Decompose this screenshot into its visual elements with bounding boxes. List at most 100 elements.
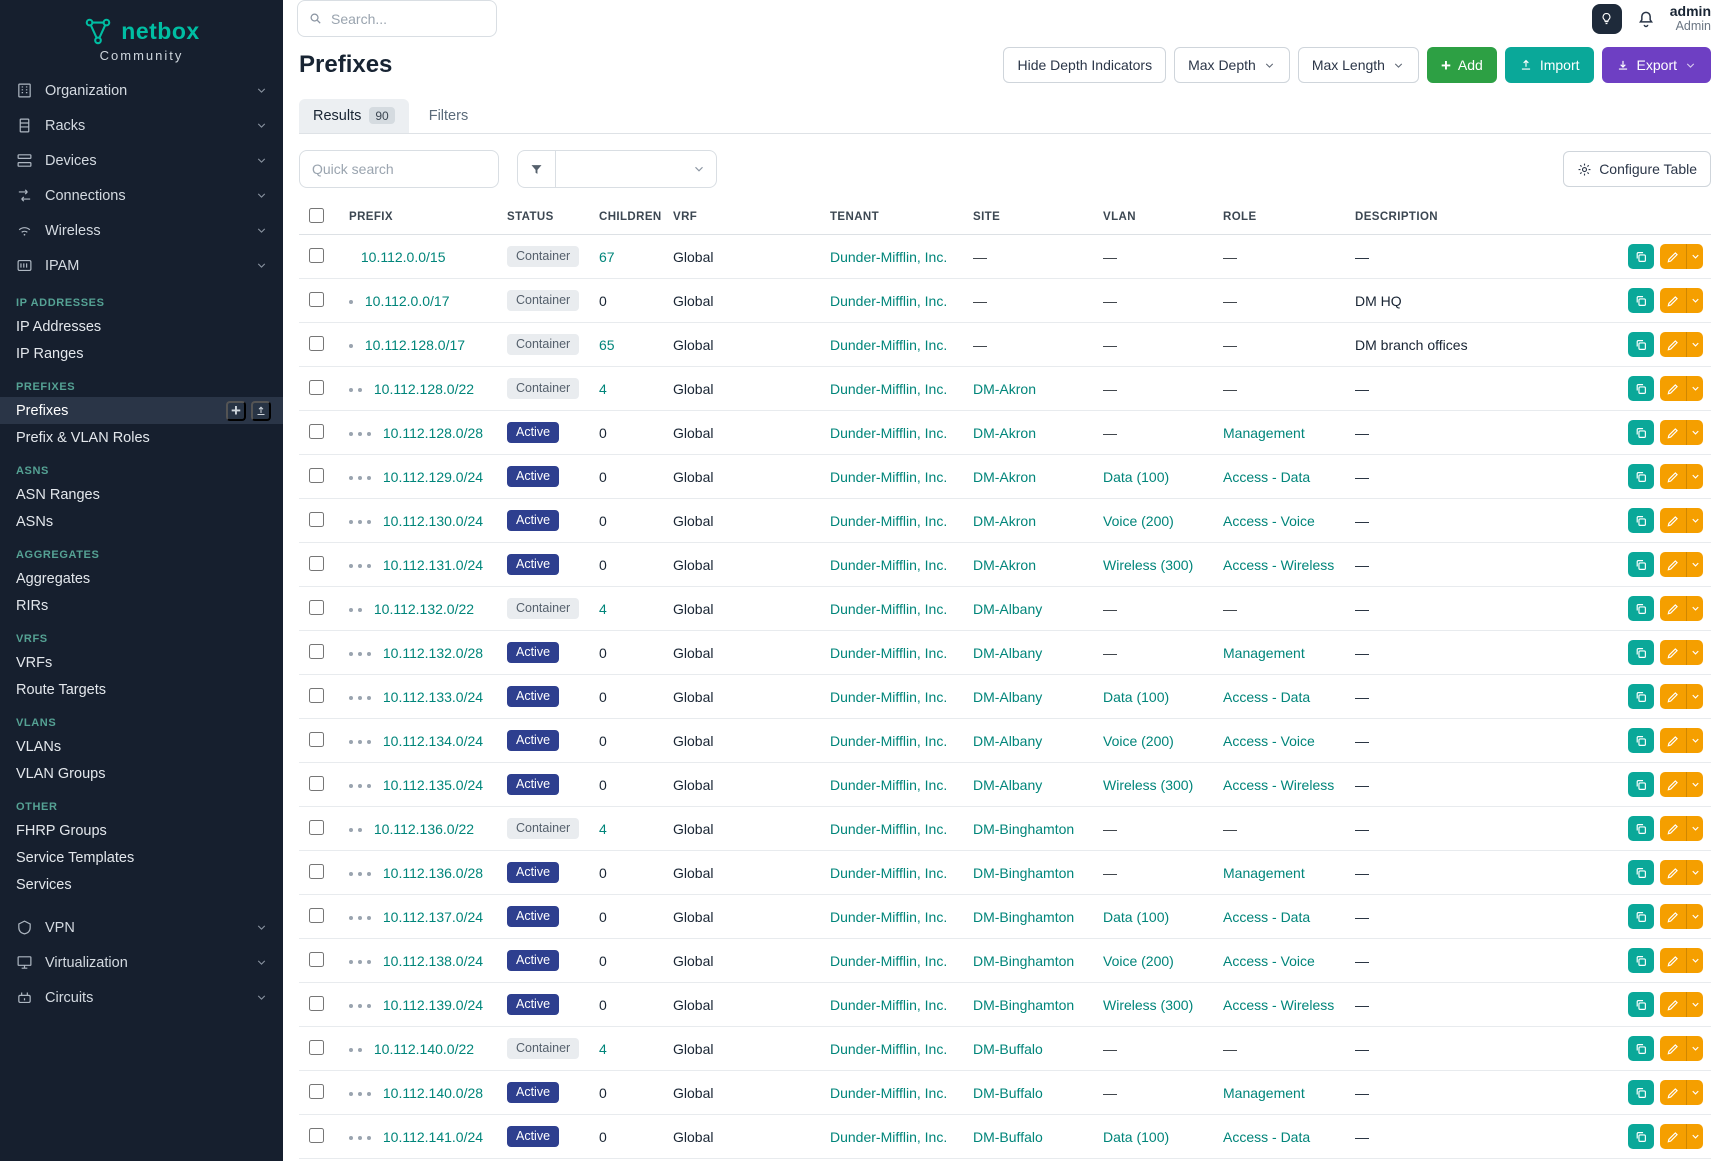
column-header-status[interactable]: Status bbox=[497, 200, 589, 235]
edit-button[interactable] bbox=[1660, 992, 1686, 1017]
role-link[interactable]: Access - Data bbox=[1223, 688, 1311, 705]
user-menu[interactable]: admin Admin bbox=[1670, 3, 1711, 33]
sidebar-item-circuits[interactable]: Circuits bbox=[0, 980, 283, 1015]
tenant-link[interactable]: Dunder-Mifflin, Inc. bbox=[830, 1040, 948, 1057]
tenant-link[interactable]: Dunder-Mifflin, Inc. bbox=[830, 996, 948, 1013]
children-count[interactable]: 4 bbox=[599, 1040, 607, 1057]
site-link[interactable]: DM-Buffalo bbox=[973, 1084, 1043, 1101]
clone-button[interactable] bbox=[1628, 728, 1654, 753]
import-button[interactable]: Import bbox=[1504, 47, 1594, 83]
tenant-link[interactable]: Dunder-Mifflin, Inc. bbox=[830, 600, 948, 617]
hide-depth-indicators-button[interactable]: Hide Depth Indicators bbox=[1003, 47, 1167, 83]
role-link[interactable]: Management bbox=[1223, 864, 1305, 881]
edit-dropdown-button[interactable] bbox=[1686, 772, 1703, 797]
role-link[interactable]: Management bbox=[1223, 424, 1305, 441]
prefix-link[interactable]: 10.112.132.0/28 bbox=[382, 644, 484, 661]
edit-dropdown-button[interactable] bbox=[1686, 728, 1703, 753]
site-link[interactable]: DM-Buffalo bbox=[973, 1128, 1043, 1145]
row-checkbox[interactable] bbox=[309, 907, 324, 923]
sidebar-item-asn-ranges[interactable]: ASN Ranges bbox=[0, 481, 283, 508]
edit-dropdown-button[interactable] bbox=[1686, 684, 1703, 709]
edit-button[interactable] bbox=[1660, 1036, 1686, 1061]
sidebar-item-connections[interactable]: Connections bbox=[0, 178, 283, 213]
children-count[interactable]: 4 bbox=[599, 380, 607, 397]
edit-button[interactable] bbox=[1660, 552, 1686, 577]
sidebar-item-route-targets[interactable]: Route Targets bbox=[0, 676, 283, 703]
sidebar-item-organization[interactable]: Organization bbox=[0, 73, 283, 108]
site-link[interactable]: DM-Albany bbox=[973, 732, 1043, 749]
row-checkbox[interactable] bbox=[309, 1127, 324, 1143]
prefix-link[interactable]: 10.112.140.0/22 bbox=[373, 1040, 475, 1057]
prefixes-quick-add-button[interactable]: + bbox=[226, 400, 246, 421]
row-checkbox[interactable] bbox=[309, 555, 324, 571]
edit-dropdown-button[interactable] bbox=[1686, 1036, 1703, 1061]
clone-button[interactable] bbox=[1628, 464, 1654, 489]
tenant-link[interactable]: Dunder-Mifflin, Inc. bbox=[830, 424, 948, 441]
clone-button[interactable] bbox=[1628, 552, 1654, 577]
prefix-link[interactable]: 10.112.136.0/28 bbox=[382, 864, 484, 881]
tenant-link[interactable]: Dunder-Mifflin, Inc. bbox=[830, 292, 948, 309]
column-header-tenant[interactable]: Tenant bbox=[820, 200, 963, 235]
clone-button[interactable] bbox=[1628, 244, 1654, 269]
max-length-dropdown[interactable]: Max Length bbox=[1297, 47, 1419, 83]
row-checkbox[interactable] bbox=[309, 775, 324, 791]
role-link[interactable]: Access - Data bbox=[1223, 468, 1311, 485]
site-link[interactable]: DM-Albany bbox=[973, 776, 1043, 793]
column-header-role[interactable]: Role bbox=[1213, 200, 1345, 235]
row-checkbox[interactable] bbox=[309, 731, 324, 747]
sidebar-item-ipam[interactable]: IPAM bbox=[0, 248, 283, 283]
prefix-link[interactable]: 10.112.136.0/22 bbox=[373, 820, 475, 837]
sidebar-item-ip-addresses[interactable]: IP Addresses bbox=[0, 313, 283, 340]
sidebar-item-rirs[interactable]: RIRs bbox=[0, 592, 283, 619]
row-checkbox[interactable] bbox=[309, 687, 324, 703]
tenant-link[interactable]: Dunder-Mifflin, Inc. bbox=[830, 776, 948, 793]
column-header-children[interactable]: Children bbox=[589, 200, 663, 235]
row-checkbox[interactable] bbox=[309, 863, 324, 879]
notifications-button[interactable] bbox=[1636, 9, 1656, 29]
vlan-link[interactable]: Voice (200) bbox=[1103, 512, 1174, 529]
edit-button[interactable] bbox=[1660, 508, 1686, 533]
sidebar-item-prefix-vlan-roles[interactable]: Prefix & VLAN Roles bbox=[0, 424, 283, 451]
prefix-link[interactable]: 10.112.131.0/24 bbox=[382, 556, 484, 573]
global-search[interactable] bbox=[297, 0, 497, 37]
site-link[interactable]: DM-Akron bbox=[973, 556, 1037, 573]
clone-button[interactable] bbox=[1628, 772, 1654, 797]
sidebar-item-aggregates[interactable]: Aggregates bbox=[0, 565, 283, 592]
edit-button[interactable] bbox=[1660, 332, 1686, 357]
site-link[interactable]: DM-Albany bbox=[973, 688, 1043, 705]
vlan-link[interactable]: Voice (200) bbox=[1103, 732, 1174, 749]
children-count[interactable]: 67 bbox=[599, 248, 615, 265]
edit-button[interactable] bbox=[1660, 948, 1686, 973]
tenant-link[interactable]: Dunder-Mifflin, Inc. bbox=[830, 952, 948, 969]
role-link[interactable]: Access - Voice bbox=[1223, 512, 1315, 529]
role-link[interactable]: Management bbox=[1223, 1084, 1305, 1101]
row-checkbox[interactable] bbox=[309, 599, 324, 615]
vlan-link[interactable]: Data (100) bbox=[1103, 688, 1170, 705]
tenant-link[interactable]: Dunder-Mifflin, Inc. bbox=[830, 468, 948, 485]
edit-dropdown-button[interactable] bbox=[1686, 948, 1703, 973]
site-link[interactable]: DM-Akron bbox=[973, 380, 1037, 397]
edit-dropdown-button[interactable] bbox=[1686, 904, 1703, 929]
sidebar-item-virtualization[interactable]: Virtualization bbox=[0, 945, 283, 980]
sidebar-item-fhrp-groups[interactable]: FHRP Groups bbox=[0, 817, 283, 844]
clone-button[interactable] bbox=[1628, 332, 1654, 357]
clone-button[interactable] bbox=[1628, 904, 1654, 929]
role-link[interactable]: Access - Data bbox=[1223, 1128, 1311, 1145]
vlan-link[interactable]: Voice (200) bbox=[1103, 952, 1174, 969]
edit-dropdown-button[interactable] bbox=[1686, 640, 1703, 665]
site-link[interactable]: DM-Binghamton bbox=[973, 952, 1075, 969]
row-checkbox[interactable] bbox=[309, 247, 324, 263]
sidebar-item-service-templates[interactable]: Service Templates bbox=[0, 844, 283, 871]
edit-button[interactable] bbox=[1660, 596, 1686, 621]
column-header-prefix[interactable]: Prefix bbox=[339, 200, 497, 235]
prefix-link[interactable]: 10.112.130.0/24 bbox=[382, 512, 484, 529]
row-checkbox[interactable] bbox=[309, 511, 324, 527]
role-link[interactable]: Access - Voice bbox=[1223, 952, 1315, 969]
column-header-vrf[interactable]: VRF bbox=[663, 200, 820, 235]
role-link[interactable]: Access - Data bbox=[1223, 908, 1311, 925]
tenant-link[interactable]: Dunder-Mifflin, Inc. bbox=[830, 1128, 948, 1145]
prefix-link[interactable]: 10.112.128.0/28 bbox=[382, 424, 484, 441]
clone-button[interactable] bbox=[1628, 420, 1654, 445]
sidebar-item-wireless[interactable]: Wireless bbox=[0, 213, 283, 248]
clone-button[interactable] bbox=[1628, 1124, 1654, 1149]
